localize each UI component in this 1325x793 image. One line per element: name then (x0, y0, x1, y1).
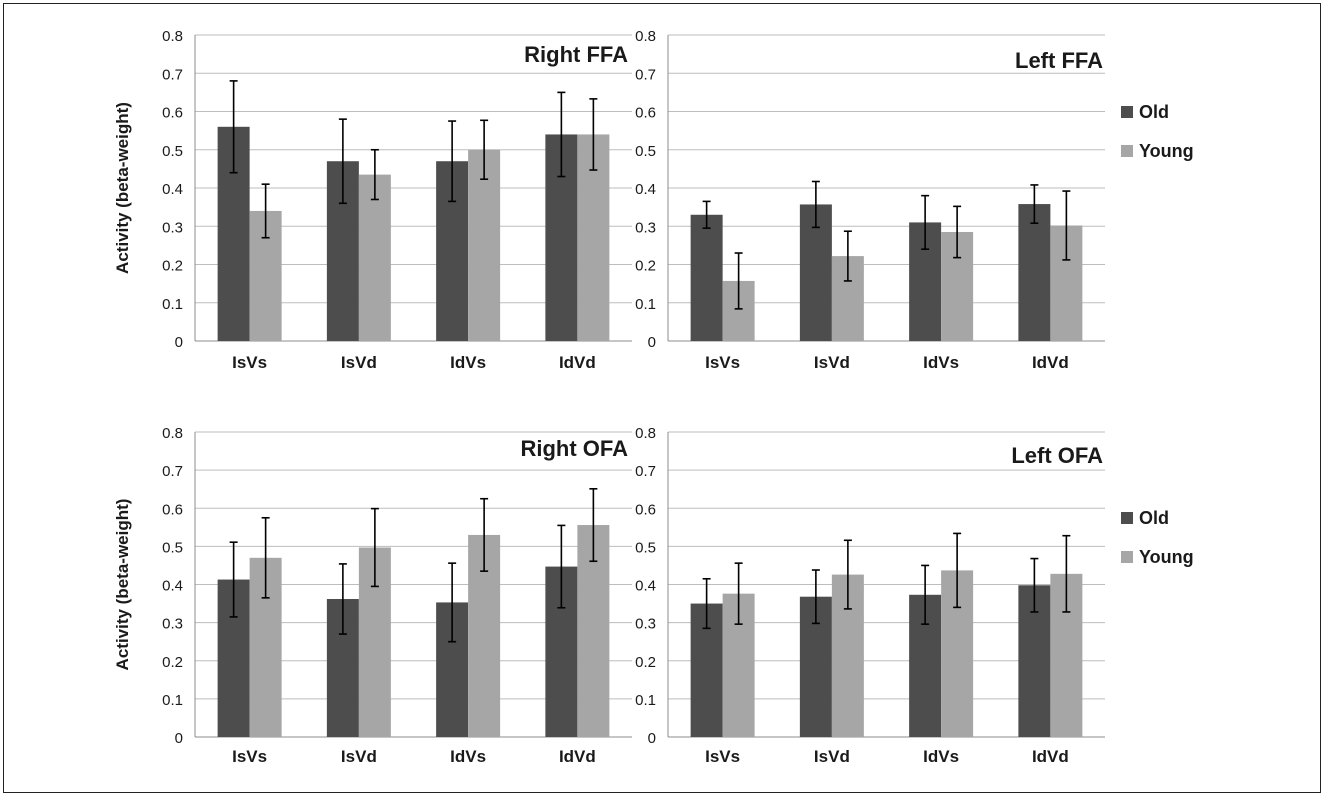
y-tick-label: 0.8 (635, 28, 656, 45)
x-tick-label: IdVs (923, 353, 959, 372)
y-tick-label: 0.8 (162, 28, 183, 45)
panel-title: Left FFA (1015, 48, 1103, 73)
x-tick-label: IdVs (450, 353, 486, 372)
y-tick-label: 0.8 (635, 425, 656, 442)
panel-title: Right FFA (524, 42, 628, 67)
x-tick-label: IdVs (923, 747, 959, 766)
chart-canvas: 0 0.1 0.2 0.3 0.4 0.5 0.6 0.7 0.8 IsVs IsVd IdVs IdV… (113, 28, 1194, 766)
y-tick-label: 0 (175, 334, 183, 351)
bar-old (1018, 204, 1051, 341)
y-tick-label: 0.3 (635, 219, 656, 236)
y-tick-label: 0.2 (162, 654, 183, 671)
y-axis-label: Activity (beta-weight) (113, 102, 132, 274)
y-tick-label: 0 (648, 334, 656, 351)
x-tick-label: IsVd (814, 747, 850, 766)
y-tick-label: 0.4 (635, 578, 656, 595)
y-tick-label: 0.1 (162, 692, 183, 709)
legend-label-young: Young (1139, 141, 1194, 161)
legend-swatch-young (1121, 551, 1133, 563)
y-tick-label: 0.6 (635, 105, 656, 122)
bar-young (358, 174, 391, 341)
y-tick-label: 0.2 (635, 258, 656, 275)
x-tick-label: IsVd (341, 353, 377, 372)
x-tick-label: IdVd (1032, 747, 1069, 766)
y-tick-label: 0.3 (162, 616, 183, 633)
y-tick-label: 0.3 (162, 219, 183, 236)
y-tick-label: 0.1 (635, 296, 656, 313)
y-tick-label: 0 (175, 730, 183, 747)
y-tick-label: 0.7 (635, 66, 656, 83)
x-tick-label: IsVs (232, 747, 267, 766)
y-axis-label: Activity (beta-weight) (113, 499, 132, 671)
x-tick-label: IsVs (705, 353, 740, 372)
legend-label-young: Young (1139, 547, 1194, 567)
x-tick-label: IsVs (232, 353, 267, 372)
y-tick-label: 0.1 (635, 692, 656, 709)
y-tick-label: 0.5 (162, 143, 183, 160)
y-tick-label: 0.6 (635, 501, 656, 518)
legend-swatch-young (1121, 145, 1133, 157)
x-tick-label: IdVd (559, 353, 596, 372)
y-tick-label: 0.2 (635, 654, 656, 671)
y-tick-label: 0.2 (162, 258, 183, 275)
y-tick-label: 0.3 (635, 616, 656, 633)
y-tick-label: 0.7 (162, 463, 183, 480)
y-tick-label: 0.6 (162, 105, 183, 122)
y-tick-label: 0.6 (162, 501, 183, 518)
y-tick-label: 0 (648, 730, 656, 747)
legend-label-old: Old (1139, 508, 1169, 528)
x-tick-label: IdVs (450, 747, 486, 766)
legend-swatch-old (1121, 512, 1133, 524)
x-tick-label: IdVd (559, 747, 596, 766)
y-tick-label: 0.8 (162, 425, 183, 442)
x-tick-label: IsVs (705, 747, 740, 766)
x-tick-label: IdVd (1032, 353, 1069, 372)
legend-swatch-old (1121, 106, 1133, 118)
bar-old (690, 214, 723, 341)
y-tick-label: 0.7 (635, 463, 656, 480)
x-tick-label: IsVd (341, 747, 377, 766)
bar-young (468, 149, 501, 341)
panel-title: Left OFA (1011, 443, 1103, 468)
legend-label-old: Old (1139, 102, 1169, 122)
y-tick-label: 0.7 (162, 66, 183, 83)
y-tick-label: 0.5 (635, 143, 656, 160)
y-tick-label: 0.4 (162, 181, 183, 198)
y-tick-label: 0.5 (162, 539, 183, 556)
y-tick-label: 0.4 (635, 181, 656, 198)
y-tick-label: 0.1 (162, 296, 183, 313)
x-tick-label: IsVd (814, 353, 850, 372)
figure: 0 0.1 0.2 0.3 0.4 0.5 0.6 0.7 0.8 IsVs IsVd IdVs IdV… (3, 3, 1321, 793)
panel-title: Right OFA (520, 436, 628, 461)
y-tick-label: 0.4 (162, 578, 183, 595)
y-tick-label: 0.5 (635, 539, 656, 556)
